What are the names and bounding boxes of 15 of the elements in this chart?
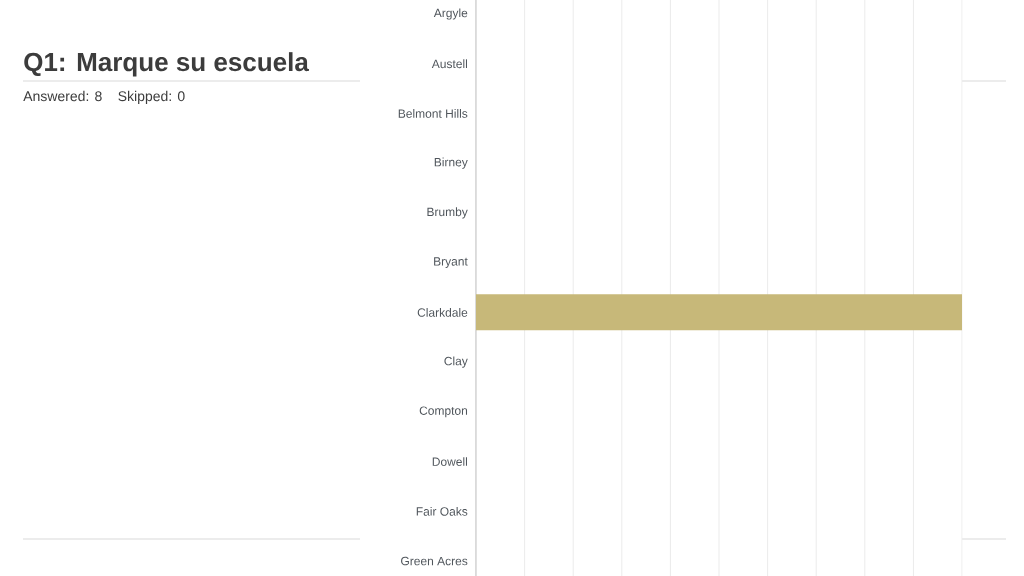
text: Skipped: 0 bbox=[118, 90, 185, 104]
y-tick-label: Belmont Hills bbox=[398, 109, 468, 118]
y-tick-label: Argyle bbox=[433, 8, 468, 20]
y-tick-label: Austell bbox=[431, 59, 467, 69]
y-tick-label: Clarkdale bbox=[417, 307, 468, 317]
y-tick-label: Fair Oaks bbox=[416, 506, 468, 516]
y-tick-label: Green Acres bbox=[401, 556, 468, 566]
y-tick-label: Bryant bbox=[434, 257, 468, 269]
y-tick-label: Birney bbox=[434, 157, 468, 169]
text: Q1: Marque su escuela bbox=[24, 52, 309, 77]
y-tick-label: Dowell bbox=[432, 457, 467, 466]
y-tick-label: Compton bbox=[419, 406, 468, 418]
text: Answered: 8 bbox=[23, 90, 102, 102]
y-tick-label: Brumby bbox=[427, 207, 468, 219]
y-tick-label: Clay bbox=[444, 356, 468, 368]
